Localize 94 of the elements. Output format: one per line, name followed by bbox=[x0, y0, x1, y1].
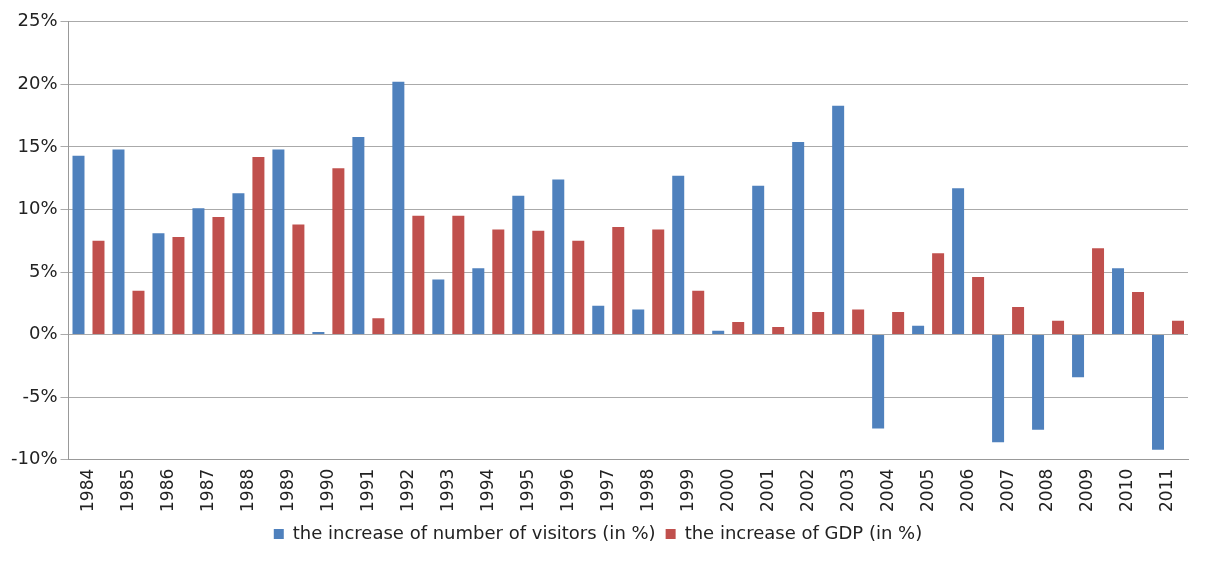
x-tick-label: 1998 bbox=[636, 468, 657, 512]
bar bbox=[532, 230, 545, 335]
bar bbox=[152, 233, 165, 335]
x-tick-label: 2008 bbox=[1036, 468, 1057, 512]
bar bbox=[1112, 268, 1125, 335]
bar bbox=[372, 318, 385, 335]
x-tick-label: 2006 bbox=[956, 468, 977, 512]
x-tick-label: 1991 bbox=[356, 468, 377, 512]
bar bbox=[632, 309, 645, 335]
bar bbox=[932, 253, 945, 335]
x-tick-label: 1992 bbox=[396, 468, 417, 512]
x-tick-label: 1999 bbox=[676, 468, 697, 512]
bar bbox=[1152, 335, 1165, 450]
bar bbox=[1012, 307, 1025, 335]
x-tick-label: 1989 bbox=[276, 468, 297, 512]
bar bbox=[852, 309, 865, 335]
y-tick-label: 15% bbox=[17, 134, 58, 156]
bar bbox=[92, 240, 105, 335]
x-tick-label: 1994 bbox=[476, 468, 497, 512]
bar bbox=[172, 237, 185, 335]
bar bbox=[992, 335, 1005, 443]
bar bbox=[72, 155, 85, 335]
y-tick-label: 5% bbox=[28, 259, 58, 281]
y-tick-label: 20% bbox=[17, 72, 58, 94]
bar bbox=[192, 208, 205, 335]
bar bbox=[952, 188, 965, 335]
y-tick-label: 10% bbox=[17, 197, 58, 219]
bar bbox=[392, 81, 405, 335]
bar bbox=[472, 268, 485, 335]
bar bbox=[412, 215, 425, 335]
x-tick-label: 2004 bbox=[876, 468, 897, 512]
bar bbox=[692, 290, 705, 335]
bar bbox=[912, 325, 925, 335]
bar bbox=[612, 227, 625, 335]
bar bbox=[132, 290, 145, 335]
y-tick-label: 25% bbox=[17, 9, 58, 31]
bar bbox=[892, 312, 905, 335]
bar bbox=[312, 332, 325, 335]
x-tick-label: 2007 bbox=[996, 468, 1017, 512]
bar bbox=[492, 229, 505, 335]
bar bbox=[872, 335, 885, 429]
bar bbox=[1032, 335, 1045, 430]
x-tick-label: 2003 bbox=[836, 468, 857, 512]
bar bbox=[212, 216, 225, 335]
y-tick-label: -10% bbox=[10, 447, 58, 469]
bar bbox=[332, 168, 345, 335]
bar bbox=[1132, 292, 1145, 335]
x-tick-label: 2005 bbox=[916, 468, 937, 512]
bar bbox=[1052, 320, 1065, 335]
bar bbox=[512, 195, 525, 335]
x-tick-label: 2002 bbox=[796, 468, 817, 512]
x-tick-label: 2011 bbox=[1156, 468, 1177, 512]
bar bbox=[772, 327, 785, 335]
bar bbox=[352, 136, 365, 335]
x-tick-label: 1987 bbox=[196, 468, 217, 512]
bar bbox=[1172, 320, 1184, 335]
x-tick-label: 1986 bbox=[156, 468, 177, 512]
bar bbox=[1072, 335, 1085, 378]
x-tick-label: 2010 bbox=[1116, 468, 1137, 512]
x-tick-label: 1984 bbox=[76, 468, 97, 512]
bar bbox=[112, 149, 125, 335]
x-tick-label: 1990 bbox=[316, 468, 337, 512]
x-tick-label: 1996 bbox=[556, 468, 577, 512]
x-tick-label: 2009 bbox=[1076, 468, 1097, 512]
legend-label: the increase of number of visitors (in %) bbox=[292, 521, 656, 543]
legend-label: the increase of GDP (in %) bbox=[684, 521, 923, 543]
bar bbox=[292, 224, 305, 335]
bar bbox=[732, 322, 745, 335]
bar bbox=[1092, 248, 1105, 335]
bar bbox=[452, 215, 465, 335]
bar bbox=[572, 240, 585, 335]
x-tick-label: 2001 bbox=[756, 468, 777, 512]
bar bbox=[272, 149, 285, 335]
bar bbox=[812, 312, 825, 335]
bar bbox=[792, 141, 805, 335]
x-tick-label: 1997 bbox=[596, 468, 617, 512]
bar bbox=[252, 156, 265, 335]
bar bbox=[432, 279, 445, 335]
bar bbox=[972, 277, 985, 335]
bar bbox=[232, 193, 245, 335]
bar bbox=[832, 105, 845, 335]
x-tick-label: 2000 bbox=[716, 468, 737, 512]
y-tick-label: -5% bbox=[22, 384, 58, 406]
x-tick-label: 1995 bbox=[516, 468, 537, 512]
y-tick-label: 0% bbox=[28, 322, 58, 344]
x-tick-label: 1988 bbox=[236, 468, 257, 512]
bar bbox=[552, 179, 565, 335]
x-tick-label: 1985 bbox=[116, 468, 137, 512]
bar bbox=[752, 185, 765, 335]
bar bbox=[592, 305, 605, 335]
bar bbox=[712, 330, 725, 335]
x-tick-label: 1993 bbox=[436, 468, 457, 512]
bar bbox=[652, 229, 665, 335]
bar bbox=[672, 175, 685, 335]
